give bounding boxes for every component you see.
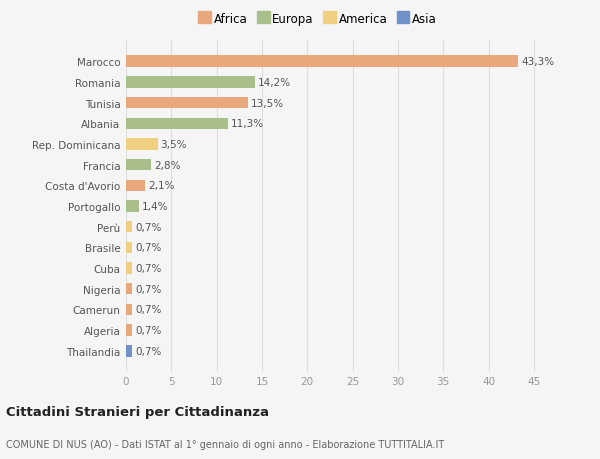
Text: 0,7%: 0,7% (135, 222, 161, 232)
Bar (126, 242, 133, 253)
Bar (126, 325, 133, 336)
Bar (126, 160, 151, 171)
Bar (126, 284, 133, 295)
Text: 14,2%: 14,2% (257, 78, 290, 88)
Bar (126, 77, 255, 88)
Bar (126, 118, 229, 129)
Text: 0,7%: 0,7% (135, 284, 161, 294)
Legend: Africa, Europa, America, Asia: Africa, Europa, America, Asia (196, 11, 439, 28)
Text: 1,4%: 1,4% (142, 202, 168, 212)
Text: 0,7%: 0,7% (135, 305, 161, 315)
Text: 13,5%: 13,5% (251, 98, 284, 108)
Bar (126, 222, 133, 233)
Text: 43,3%: 43,3% (521, 57, 554, 67)
Text: 11,3%: 11,3% (231, 119, 264, 129)
Bar (126, 98, 248, 109)
Bar (126, 56, 518, 67)
Text: 2,8%: 2,8% (154, 160, 181, 170)
Text: 0,7%: 0,7% (135, 346, 161, 356)
Text: 3,5%: 3,5% (160, 140, 187, 150)
Text: 2,1%: 2,1% (148, 181, 174, 191)
Text: COMUNE DI NUS (AO) - Dati ISTAT al 1° gennaio di ogni anno - Elaborazione TUTTIT: COMUNE DI NUS (AO) - Dati ISTAT al 1° ge… (6, 440, 444, 449)
Bar (126, 139, 158, 150)
Text: 0,7%: 0,7% (135, 243, 161, 253)
Bar (126, 346, 133, 357)
Bar (126, 263, 133, 274)
Bar (126, 201, 139, 212)
Bar (126, 180, 145, 191)
Text: Cittadini Stranieri per Cittadinanza: Cittadini Stranieri per Cittadinanza (6, 405, 269, 419)
Text: 0,7%: 0,7% (135, 325, 161, 336)
Text: 0,7%: 0,7% (135, 263, 161, 274)
Bar (126, 304, 133, 315)
